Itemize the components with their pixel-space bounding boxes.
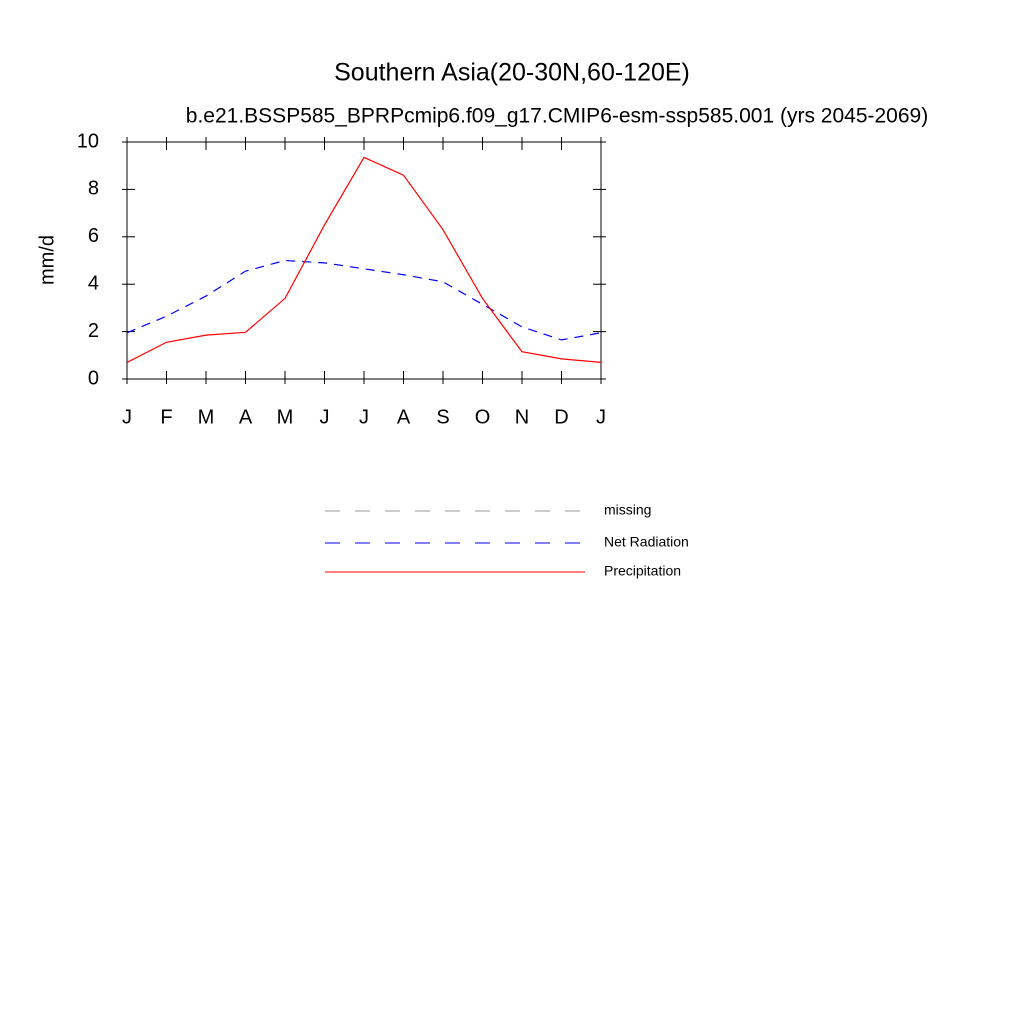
x-tick-label: J	[359, 406, 369, 428]
x-tick-label: O	[475, 406, 491, 428]
y-tick-label: 4	[88, 272, 99, 294]
x-tick-label: J	[122, 406, 132, 428]
plot-frame	[126, 141, 602, 380]
x-tick-label: N	[515, 406, 529, 428]
x-tick-label: J	[596, 406, 606, 428]
x-tick-label: F	[160, 406, 172, 428]
y-tick-label: 8	[88, 178, 99, 200]
x-tick-label: A	[397, 406, 411, 428]
x-tick-label: M	[277, 406, 294, 428]
y-tick-label: 0	[88, 367, 99, 389]
chart-subtitle: b.e21.BSSP585_BPRPcmip6.f09_g17.CMIP6-es…	[186, 105, 928, 128]
series-line	[126, 156, 602, 364]
legend-label: Net Radiation	[604, 534, 689, 550]
x-tick-label: D	[554, 406, 568, 428]
x-tick-label: M	[198, 406, 215, 428]
y-axis-label: mm/d	[36, 235, 58, 285]
x-tick-label: S	[436, 406, 449, 428]
legend-label: missing	[604, 502, 651, 518]
legend-label: Precipitation	[604, 563, 681, 579]
y-tick-label: 6	[88, 225, 99, 247]
y-tick-label: 2	[88, 320, 99, 342]
chart-title: Southern Asia(20-30N,60-120E)	[334, 59, 690, 87]
x-tick-label: A	[239, 406, 253, 428]
series-line	[126, 259, 602, 341]
x-tick-label: J	[320, 406, 330, 428]
y-tick-label: 10	[77, 130, 99, 152]
